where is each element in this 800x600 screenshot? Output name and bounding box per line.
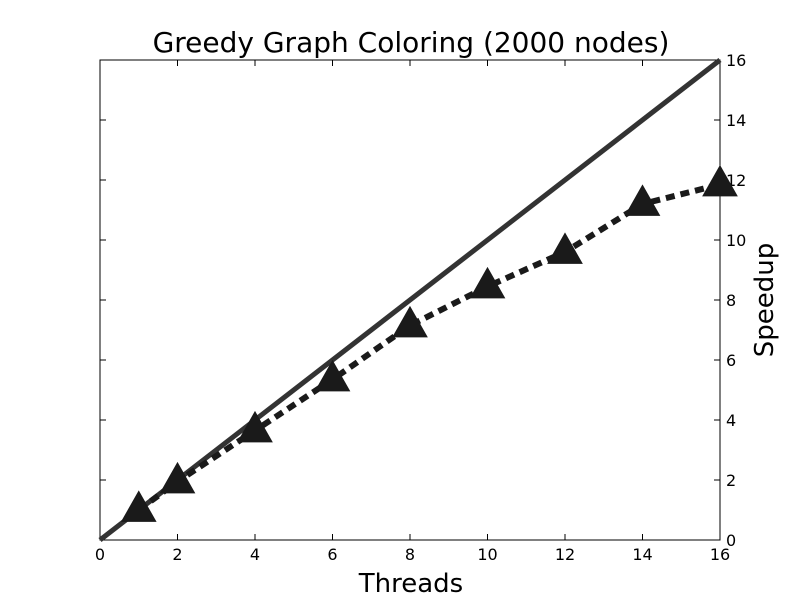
x-tick-label: 12 xyxy=(555,545,575,564)
x-tick-label: 16 xyxy=(710,545,730,564)
data-point xyxy=(314,359,351,392)
chart-title: Greedy Graph Coloring (2000 nodes) xyxy=(153,26,670,59)
data-point xyxy=(392,305,428,338)
series-line-0 xyxy=(98,58,722,542)
data-point xyxy=(547,232,583,264)
y-tick-label: 8 xyxy=(726,291,736,310)
x-tick-label: 0 xyxy=(95,545,105,564)
series-line-1 xyxy=(136,181,721,513)
data-point xyxy=(159,461,196,494)
y-tick-label: 2 xyxy=(726,471,736,490)
series-layer xyxy=(98,58,738,542)
x-tick-label: 6 xyxy=(327,545,337,564)
x-tick-label: 14 xyxy=(632,545,652,564)
y-tick-label: 14 xyxy=(726,111,746,130)
x-tick-label: 10 xyxy=(477,545,497,564)
x-axis: 0 2 4 6 8 10 12 14 16 xyxy=(95,60,730,564)
data-point xyxy=(237,410,273,443)
data-point xyxy=(120,490,157,522)
x-tick-label: 2 xyxy=(172,545,182,564)
y-tick-label: 10 xyxy=(726,231,746,250)
y-axis-label: Speedup xyxy=(750,243,780,358)
x-axis-label: Threads xyxy=(358,569,463,599)
y-tick-label: 0 xyxy=(726,531,736,550)
data-point xyxy=(624,184,661,216)
data-point xyxy=(469,266,506,299)
y-tick-label: 4 xyxy=(726,411,736,430)
y-tick-label: 16 xyxy=(726,51,746,70)
y-tick-label: 6 xyxy=(726,351,736,370)
x-tick-label: 4 xyxy=(250,545,260,564)
x-tick-label: 8 xyxy=(405,545,415,564)
data-point xyxy=(702,164,738,197)
